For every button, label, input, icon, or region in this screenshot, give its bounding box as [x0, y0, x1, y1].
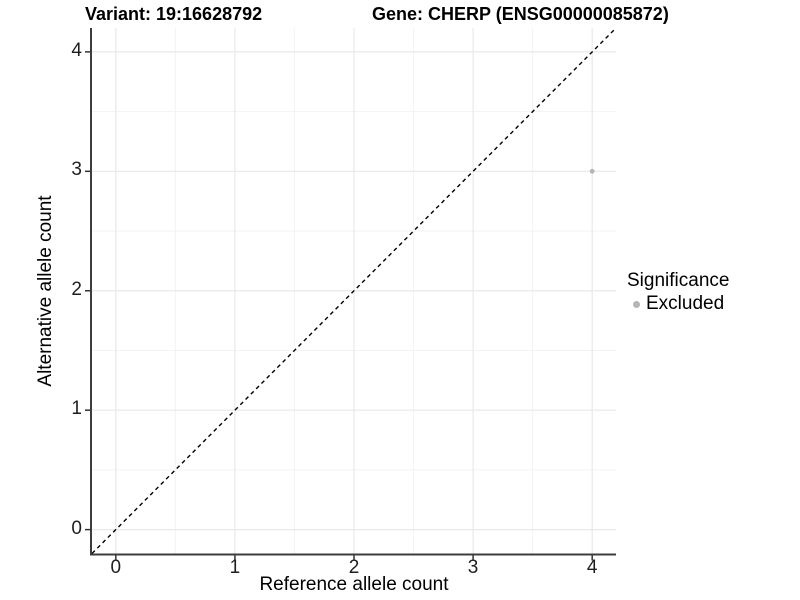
x-tick-label: 4: [586, 557, 598, 578]
gene-title: Gene: CHERP (ENSG00000085872): [372, 4, 669, 24]
legend: Significance Excluded: [627, 270, 729, 315]
data-point: [589, 168, 595, 174]
x-tick-label: 1: [229, 557, 241, 578]
y-tick-label: 0: [71, 517, 82, 539]
x-tick-label: 0: [110, 557, 122, 578]
legend-item-label: Excluded: [646, 293, 725, 314]
x-axis-title: Reference allele count: [259, 574, 449, 595]
legend-item: Excluded: [627, 293, 729, 315]
y-tick-label: 2: [71, 278, 82, 300]
y-tick-label: 4: [71, 39, 82, 61]
identity-dashed-line: [91, 27, 617, 554]
legend-items: Excluded: [627, 293, 729, 315]
x-tick-label: 3: [467, 557, 479, 578]
y-tick-label: 1: [71, 398, 82, 420]
legend-title: Significance: [627, 270, 730, 291]
variant-title: Variant: 19:16628792: [85, 4, 263, 24]
x-tick-label: 2: [348, 557, 360, 578]
legend-point-icon: [633, 300, 640, 308]
y-tick-label: 3: [71, 159, 82, 181]
